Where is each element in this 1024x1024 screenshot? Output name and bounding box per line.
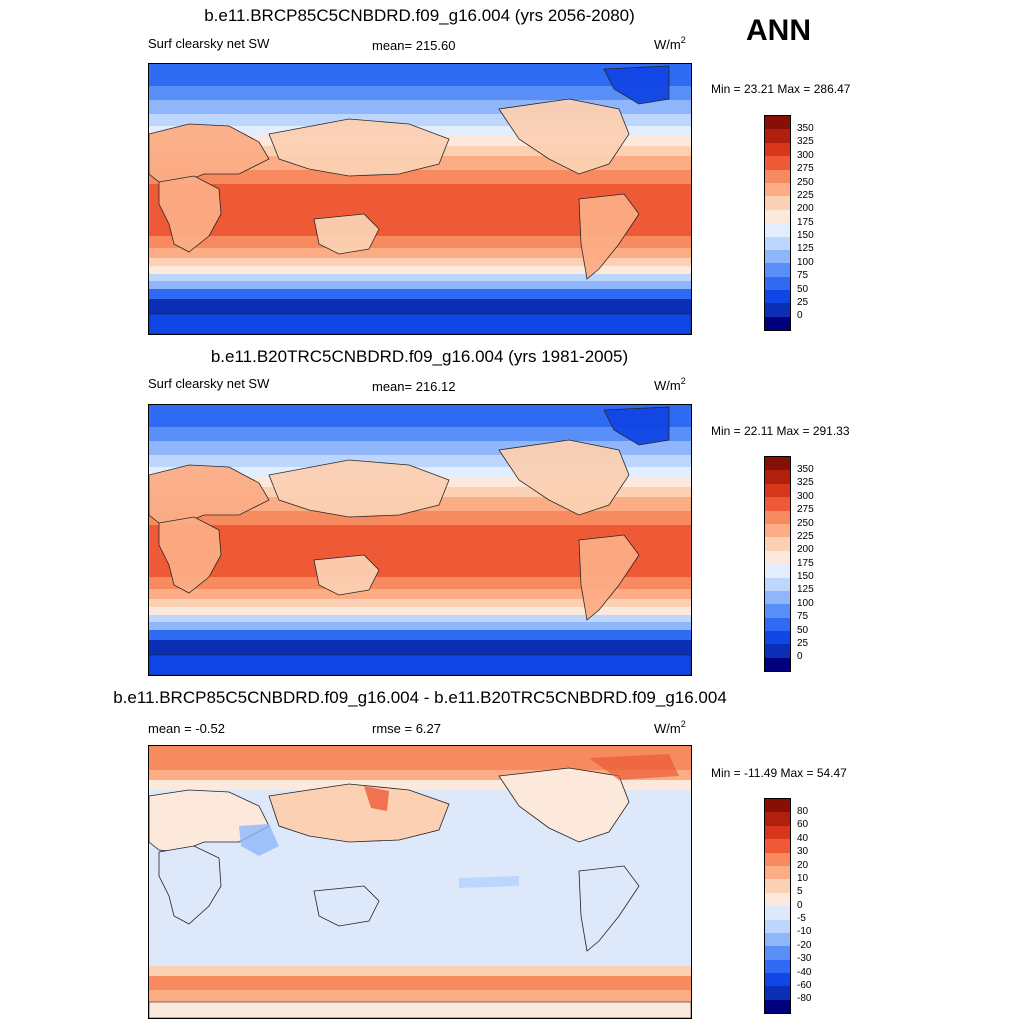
- panel-2-map: [148, 404, 692, 676]
- panel-1-map-svg: [149, 64, 691, 334]
- colorbar-label: 300: [797, 150, 814, 161]
- colorbar-label: -60: [797, 980, 812, 991]
- colorbar-label: 200: [797, 544, 814, 555]
- panel-3-map: [148, 745, 692, 1019]
- colorbar-label: -80: [797, 993, 812, 1004]
- panel-2-map-svg: [149, 405, 691, 675]
- colorbar-label: 350: [797, 123, 814, 134]
- panel-2-title: b.e11.B20TRC5CNBDRD.f09_g16.004 (yrs 198…: [210, 347, 629, 366]
- colorbar-label: -30: [797, 953, 812, 964]
- colorbar-label: -10: [797, 926, 812, 937]
- colorbar-label: 50: [797, 284, 809, 295]
- colorbar-label: 150: [797, 571, 814, 582]
- panel-1-map: [148, 63, 692, 335]
- panel-2-units: W/m2: [654, 376, 686, 393]
- colorbar-label: 275: [797, 163, 814, 174]
- panel-2-mean-label: mean= 216.12: [372, 379, 456, 394]
- colorbar-label: 175: [797, 558, 814, 569]
- colorbar-label: 325: [797, 136, 814, 147]
- colorbar-label: 0: [797, 900, 803, 911]
- panel-1-colorbar-swatches: [764, 115, 791, 332]
- colorbar-label: 250: [797, 177, 814, 188]
- colorbar-label: 80: [797, 806, 809, 817]
- colorbar-label: 300: [797, 491, 814, 502]
- colorbar-label: 0: [797, 651, 803, 662]
- panel-3-rmse-label: rmse = 6.27: [372, 721, 442, 736]
- panel-1-title: b.e11.BRCP85C5CNBDRD.f09_g16.004 (yrs 20…: [204, 6, 635, 25]
- colorbar-label: 250: [797, 518, 814, 529]
- colorbar-label: 200: [797, 203, 814, 214]
- panel-3-colorbar-swatches: [764, 798, 791, 1015]
- colorbar-label: 225: [797, 531, 814, 542]
- panel-2-variable-label: Surf clearsky net SW: [148, 376, 270, 391]
- panel-3-title: b.e11.BRCP85C5CNBDRD.f09_g16.004 - b.e11…: [113, 688, 727, 707]
- colorbar-label: 150: [797, 230, 814, 241]
- panel-1-mean-label: mean= 215.60: [372, 38, 456, 53]
- colorbar-label: 0: [797, 310, 803, 321]
- panel-3-mean-label: mean = -0.52: [148, 721, 225, 736]
- colorbar-label: 25: [797, 638, 809, 649]
- colorbar-label: 325: [797, 477, 814, 488]
- colorbar-label: -20: [797, 940, 812, 951]
- colorbar-label: -40: [797, 967, 812, 978]
- colorbar-label: 10: [797, 873, 809, 884]
- colorbar-label: 25: [797, 297, 809, 308]
- colorbar-label: 125: [797, 584, 814, 595]
- colorbar-label: 175: [797, 217, 814, 228]
- colorbar-label: 60: [797, 819, 809, 830]
- colorbar-label: 100: [797, 257, 814, 268]
- colorbar-label: 350: [797, 464, 814, 475]
- colorbar-label: 40: [797, 833, 809, 844]
- colorbar-label: 275: [797, 504, 814, 515]
- colorbar-label: 125: [797, 243, 814, 254]
- panel-1-min-max: Min = 23.21 Max = 286.47: [711, 82, 851, 96]
- season-label: ANN: [746, 14, 811, 47]
- colorbar-label: 5: [797, 886, 803, 897]
- colorbar-label: 75: [797, 270, 809, 281]
- panel-3-min-max: Min = -11.49 Max = 54.47: [711, 766, 847, 780]
- colorbar-label: 50: [797, 625, 809, 636]
- panel-2-colorbar-swatches: [764, 456, 791, 673]
- colorbar-label: 100: [797, 598, 814, 609]
- colorbar-label: 225: [797, 190, 814, 201]
- panel-3-map-svg: [149, 746, 691, 1018]
- colorbar-label: 30: [797, 846, 809, 857]
- panel-3-units: W/m2: [654, 719, 686, 736]
- colorbar-label: 20: [797, 860, 809, 871]
- colorbar-label: 75: [797, 611, 809, 622]
- panel-2-min-max: Min = 22.11 Max = 291.33: [711, 424, 850, 438]
- colorbar-label: -5: [797, 913, 806, 924]
- panel-1-variable-label: Surf clearsky net SW: [148, 36, 270, 51]
- panel-1-units: W/m2: [654, 35, 686, 52]
